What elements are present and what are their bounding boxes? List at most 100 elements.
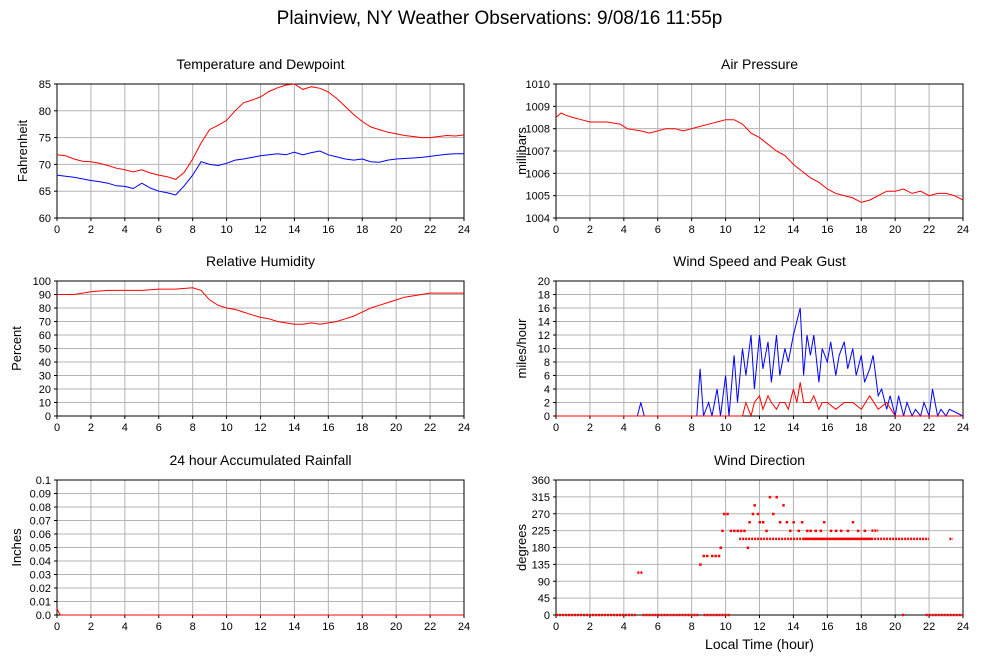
chart-title: Air Pressure [721,56,798,72]
x-tick-label: 6 [156,422,162,434]
x-tick-label: 2 [587,224,593,236]
y-tick-label: 18 [538,290,550,302]
y-tick-label: 90 [39,290,51,302]
chart-title: Temperature and Dewpoint [176,56,344,72]
x-axis-label: Local Time (hour) [705,636,814,652]
x-tick-label: 10 [719,621,731,633]
y-tick-label: 90 [538,576,550,588]
plot-frame [555,83,964,219]
y-tick-label: 0.05 [30,543,51,555]
x-tick-label: 20 [390,422,402,434]
chart-title: Wind Speed and Peak Gust [673,253,846,269]
series-point [789,529,792,533]
y-tick-label: 4 [544,384,550,396]
y-tick-label: 40 [39,357,51,369]
x-tick-label: 8 [689,224,695,236]
series-point [829,529,833,533]
x-tick-label: 24 [458,224,470,236]
x-tick-label: 10 [220,422,232,434]
plot-frame [555,479,964,616]
x-tick-label: 12 [753,422,765,434]
series-point [792,521,795,524]
x-tick-label: 18 [855,621,867,633]
series-point [722,512,726,516]
y-axis-label: millibars [514,127,529,175]
x-tick-label: 20 [889,621,901,633]
x-tick-label: 16 [821,224,833,236]
x-tick-label: 10 [220,621,232,633]
x-tick-label: 22 [424,224,436,236]
plot-frame [56,83,465,219]
x-tick-label: 12 [254,224,266,236]
x-tick-label: 12 [753,621,765,633]
y-tick-label: 20 [538,276,550,288]
series-point [756,512,760,516]
x-tick-label: 6 [655,422,661,434]
x-tick-label: 22 [923,224,935,236]
y-tick-label: 0.06 [30,529,51,541]
x-tick-label: 10 [719,422,731,434]
y-axis-label: Inches [9,528,24,567]
x-tick-label: 2 [88,422,94,434]
series-point [729,529,733,533]
x-tick-label: 0 [553,621,559,633]
plot-frame [555,280,964,417]
x-tick-label: 18 [855,224,867,236]
y-tick-label: 1007 [526,146,550,158]
y-tick-label: 80 [39,106,51,118]
y-tick-label: 135 [532,559,550,571]
y-tick-label: 0 [544,411,550,423]
series-point [714,554,717,558]
y-tick-label: 60 [39,330,51,342]
x-tick-label: 14 [787,224,799,236]
y-tick-label: 225 [532,526,550,538]
x-tick-label: 4 [122,224,128,236]
x-tick-label: 2 [88,224,94,236]
x-tick-label: 14 [288,224,300,236]
x-tick-label: 18 [356,422,368,434]
plot-frame [56,280,465,417]
y-tick-label: 1004 [526,213,550,225]
x-tick-label: 12 [753,224,765,236]
y-tick-label: 1010 [526,79,550,91]
series-point [819,529,823,533]
x-tick-label: 22 [424,621,436,633]
series-point [711,554,714,558]
y-tick-label: 20 [39,384,51,396]
x-tick-label: 0 [553,422,559,434]
y-tick-label: 70 [39,317,51,329]
x-tick-label: 2 [88,621,94,633]
y-tick-label: 1008 [526,124,550,136]
series-point [705,554,709,558]
x-tick-label: 10 [220,224,232,236]
x-tick-label: 2 [587,621,593,633]
x-tick-label: 8 [689,621,695,633]
series-point [846,529,850,533]
y-axis-label: Fahrenheit [15,120,30,183]
x-tick-label: 16 [821,422,833,434]
x-tick-label: 24 [957,422,969,434]
y-tick-label: 12 [538,330,550,342]
series-point [739,529,743,533]
series-line-2 [56,150,464,196]
page-title: Plainview, NY Weather Observations: 9/08… [276,8,723,29]
series-point [743,529,746,533]
series-point [834,529,838,533]
y-tick-label: 0.08 [30,502,51,514]
series-point [702,554,706,558]
y-tick-label: 0.02 [30,583,51,595]
y-tick-label: 85 [39,79,51,91]
y-tick-label: 270 [532,509,550,521]
x-tick-label: 2 [587,422,593,434]
x-tick-label: 0 [553,224,559,236]
series-point [800,521,804,524]
x-tick-label: 12 [254,422,266,434]
series-line-1 [56,83,465,180]
x-tick-label: 4 [122,422,128,434]
series-line-1 [57,287,464,325]
y-tick-label: 10 [39,398,51,410]
